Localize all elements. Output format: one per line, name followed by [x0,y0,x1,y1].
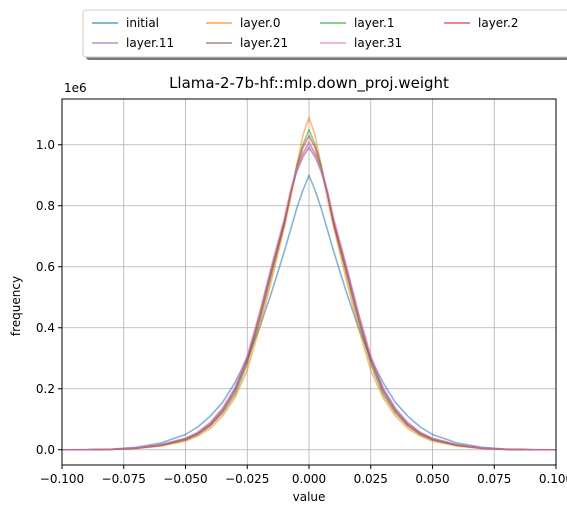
series-line-layer-31 [62,143,556,451]
legend: initial layer.0 layer.1 layer.2 layer.11 laye… [82,9,567,60]
x-tick-label: −0.075 [102,472,146,486]
legend-label: layer.1 [354,16,394,30]
chart-title: Llama-2-7b-hf::mlp.down_proj.weight [169,74,449,93]
legend-label: layer.2 [478,16,518,30]
y-scale-label: 1e6 [64,81,87,95]
legend-label: layer.11 [126,36,174,50]
x-tick-label: −0.050 [163,472,207,486]
x-tick-label: −0.100 [40,472,84,486]
x-tick-label: −0.025 [225,472,269,486]
series-group [61,116,557,451]
legend-label: layer.31 [354,36,402,50]
y-tick-label: 0.6 [36,260,55,274]
x-tick-label: 0.000 [292,472,326,486]
y-tick-label: 0.0 [36,443,55,457]
x-tick-label: 0.075 [477,472,511,486]
y-tick-label: 0.4 [36,321,55,335]
legend-label: layer.0 [240,16,280,30]
grid [61,99,557,465]
legend-label: initial [126,16,159,30]
x-tick-label: 0.100 [539,472,567,486]
legend-frame [82,9,567,58]
series-line-layer-0 [62,116,556,451]
x-tick-label: 0.025 [354,472,388,486]
y-tick-label: 1.0 [36,138,55,152]
y-axis-label: frequency [9,276,23,336]
axes: −0.100 −0.075 −0.050 −0.025 0.000 0.025 0.050 0… [36,98,567,486]
y-tick-label: 0.8 [36,199,55,213]
series-line-initial [61,174,557,451]
x-axis-label: value [293,490,326,504]
x-tick-label: 0.050 [415,472,449,486]
legend-label: layer.21 [240,36,288,50]
y-tick-label: 0.2 [36,382,55,396]
